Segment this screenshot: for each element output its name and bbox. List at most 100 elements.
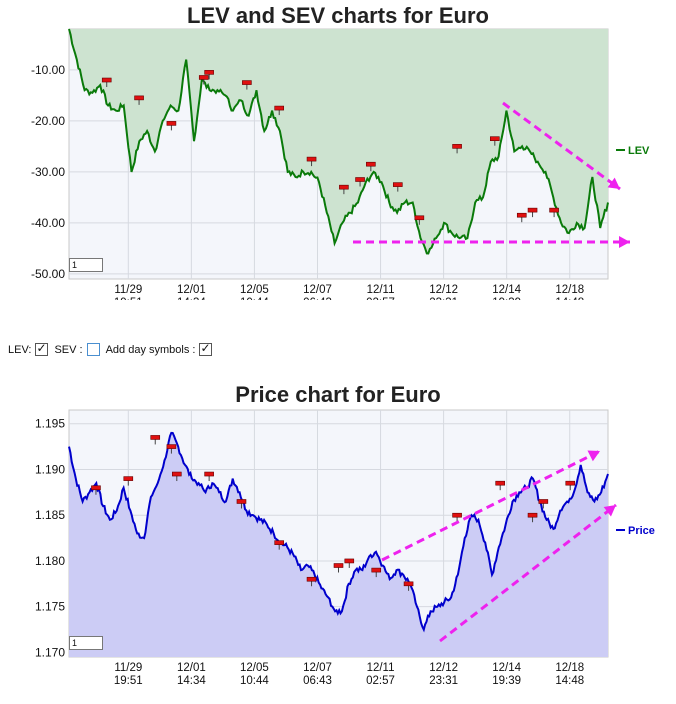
y-tick-label: 1.180	[35, 554, 65, 568]
lev-checkbox[interactable]	[35, 341, 49, 356]
x-tick-label: 12/14	[492, 284, 521, 296]
y-tick-label: 1.195	[35, 417, 65, 431]
lev-chart-title: LEV and SEV charts for Euro	[187, 3, 489, 28]
day-symbol-marker	[516, 212, 527, 218]
x-tick-label: 23:31	[429, 297, 458, 300]
day-symbol-marker	[306, 576, 317, 582]
day-symbol-marker	[403, 581, 414, 587]
y-tick-label: 1.175	[35, 600, 65, 614]
x-tick-label: 12/11	[367, 284, 395, 296]
x-tick-label: 11/29	[114, 662, 142, 674]
x-tick-label: 12/14	[492, 662, 521, 674]
sev-checkbox[interactable]	[86, 343, 100, 356]
day-symbols-checkbox-label: Add day symbols :	[105, 343, 196, 356]
trend-arrow-down-right	[502, 101, 621, 191]
lower-channel-arrow-head	[603, 505, 616, 517]
day-symbol-marker	[527, 512, 538, 518]
y-tick-label: -50.00	[31, 267, 65, 281]
x-tick-label: 02:57	[366, 297, 395, 300]
support-arrow-horizontal-head	[619, 236, 630, 248]
day-symbol-marker	[166, 444, 177, 449]
day-symbol-marker	[527, 207, 538, 213]
x-tick-label: 12/18	[555, 284, 584, 296]
y-tick-label: -20.00	[31, 114, 65, 128]
day-symbol-marker	[150, 435, 161, 440]
day-symbol-marker	[274, 540, 285, 545]
x-tick-label: 12/18	[555, 662, 584, 674]
x-tick-label: 12/11	[367, 662, 395, 674]
day-symbol-marker	[306, 156, 317, 162]
day-symbol-marker	[204, 70, 214, 75]
day-symbol-marker	[452, 144, 462, 149]
price-chart-title: Price chart for Euro	[235, 382, 441, 407]
y-tick-label: 1.170	[35, 645, 65, 659]
day-symbol-marker	[123, 476, 134, 481]
x-tick-label: 19:51	[114, 675, 143, 687]
day-symbol-marker	[172, 471, 182, 477]
day-symbol-marker	[166, 121, 177, 126]
lev-zoom-input[interactable]: 1	[69, 258, 103, 272]
x-tick-label: 12/07	[303, 662, 332, 674]
series-area	[69, 29, 608, 254]
x-tick-label: 10:44	[240, 675, 269, 687]
x-tick-label: 12/12	[429, 284, 458, 296]
day-symbol-marker	[344, 558, 355, 564]
x-tick-label: 06:43	[303, 675, 332, 687]
series-area	[69, 432, 608, 657]
upper-channel-arrow	[381, 449, 601, 562]
x-tick-label: 12/12	[429, 662, 458, 674]
y-tick-label: 1.190	[35, 462, 65, 476]
day-symbol-marker	[371, 567, 382, 573]
y-tick-label: 1.185	[35, 508, 65, 522]
day-symbol-marker	[236, 499, 247, 504]
day-symbol-marker	[339, 184, 349, 190]
x-tick-label: 12/01	[177, 284, 206, 296]
day-symbol-marker	[333, 563, 344, 568]
day-symbol-marker	[366, 161, 376, 167]
x-tick-label: 14:48	[555, 297, 584, 300]
day-symbol-marker	[134, 95, 144, 101]
upper-channel-arrow-head	[587, 450, 600, 462]
day-symbol-marker	[392, 182, 403, 187]
y-tick-label: -40.00	[31, 216, 65, 230]
day-symbol-marker	[101, 77, 112, 83]
day-symbol-marker	[204, 471, 214, 477]
x-tick-label: 19:39	[492, 675, 521, 687]
x-tick-label: 12/05	[240, 662, 269, 674]
x-tick-label: 19:51	[114, 297, 143, 300]
price-zoom-input[interactable]: 1	[69, 636, 103, 650]
legend-label: Price	[628, 525, 655, 537]
x-tick-label: 10:44	[240, 297, 269, 300]
series-line	[68, 431, 609, 633]
day-symbol-marker	[242, 80, 252, 85]
x-tick-label: 23:31	[429, 675, 458, 687]
day-symbol-marker	[91, 485, 101, 491]
lev-checkbox-label: LEV:	[8, 343, 32, 356]
day-symbol-marker	[549, 207, 559, 213]
y-tick-label: -30.00	[31, 165, 65, 179]
y-tick-label: -10.00	[31, 63, 65, 77]
x-tick-label: 14:34	[177, 297, 206, 300]
x-tick-label: 14:34	[177, 675, 206, 687]
day-symbol-marker	[355, 177, 365, 182]
x-tick-label: 02:57	[366, 675, 395, 687]
x-tick-label: 06:43	[303, 297, 332, 300]
day-symbol-marker	[490, 136, 500, 141]
lower-channel-arrow	[439, 503, 617, 643]
sev-checkbox-label: SEV :	[54, 343, 83, 356]
day-symbol-marker	[538, 499, 549, 504]
day-symbol-marker	[274, 105, 285, 111]
trend-arrow-down-right-head	[607, 177, 620, 189]
x-tick-label: 12/01	[177, 662, 206, 674]
x-tick-label: 11/29	[114, 284, 142, 296]
day-symbol-marker	[198, 75, 209, 80]
x-tick-label: 14:48	[555, 675, 584, 687]
day-symbol-marker	[452, 512, 462, 518]
day-symbols-checkbox[interactable]	[199, 341, 213, 356]
day-symbol-marker	[414, 215, 425, 221]
day-symbol-marker	[495, 480, 506, 486]
legend-label: LEV	[628, 145, 650, 157]
x-tick-label: 12/05	[240, 284, 269, 296]
